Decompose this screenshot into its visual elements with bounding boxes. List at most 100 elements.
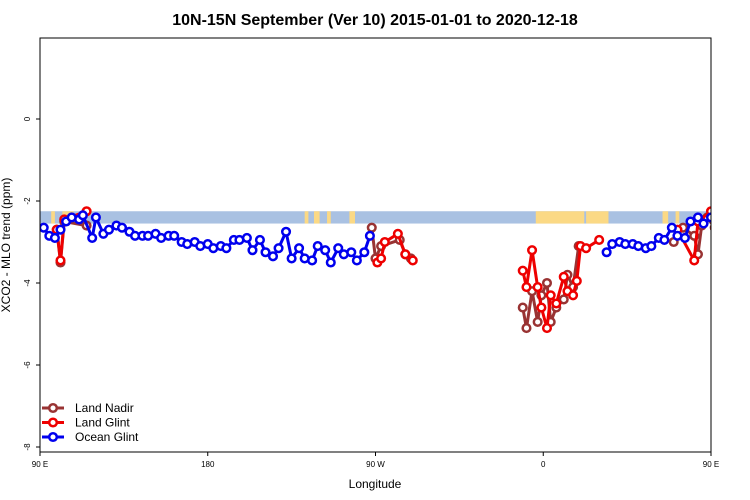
data-point: [581, 243, 592, 254]
data-point: [685, 216, 696, 227]
data-point: [221, 243, 232, 254]
y-tick-label: -2: [23, 197, 32, 205]
land-band-segment: [304, 211, 309, 224]
data-point: [666, 222, 677, 233]
data-point: [379, 236, 390, 248]
land-band-segment: [349, 211, 355, 224]
data-point: [709, 224, 711, 232]
data-point: [267, 251, 279, 262]
data-point: [726, 228, 734, 236]
data-point: [40, 222, 49, 233]
data-point: [351, 255, 362, 266]
data-point: [521, 282, 532, 293]
x-tick-label: 90 E: [703, 460, 719, 469]
data-point: [733, 224, 741, 232]
coverage-band: [40, 211, 738, 224]
data-point: [527, 245, 538, 256]
data-point: [294, 243, 305, 254]
series-line: [676, 210, 711, 262]
data-point: [545, 290, 556, 301]
data-point: [77, 210, 88, 221]
data-point: [571, 275, 582, 287]
land-band-segment: [51, 211, 55, 224]
x-axis: 90 E 180 90 W 0 90 E: [32, 452, 719, 469]
x-axis-label: Longitude: [349, 477, 402, 491]
data-point: [325, 257, 336, 268]
legend-swatch-marker: [47, 431, 59, 443]
data-point: [376, 253, 387, 264]
data-point: [364, 230, 375, 241]
data-point: [521, 323, 532, 334]
legend-swatch-marker: [47, 417, 59, 428]
data-point: [698, 218, 709, 229]
land-band-segment: [586, 211, 609, 224]
data-point: [286, 253, 297, 264]
x-tick-label: 0: [541, 460, 546, 469]
land-band-segment: [675, 211, 680, 224]
data-point: [594, 234, 605, 245]
data-point: [407, 255, 418, 266]
data-point: [558, 271, 569, 282]
data-point: [689, 255, 700, 266]
legend-item: Land Glint: [42, 416, 130, 430]
y-tick-label: 0: [23, 116, 32, 121]
data-point: [320, 245, 331, 256]
data-point: [392, 228, 403, 239]
x-tick-label: 180: [201, 460, 215, 469]
data-point: [400, 249, 411, 260]
x-tick-label: 90 W: [366, 460, 385, 469]
data-point: [169, 230, 180, 241]
legend-label: Land Glint: [75, 416, 130, 430]
data-point: [280, 226, 292, 237]
data-point: [254, 234, 265, 245]
series-layer: [40, 206, 750, 334]
data-point: [87, 232, 98, 243]
data-point: [273, 243, 284, 254]
x-tick-label: 90 E: [32, 460, 48, 469]
y-tick-label: -8: [23, 443, 32, 451]
data-point: [532, 282, 543, 293]
data-point: [312, 241, 323, 252]
land-band-segment: [327, 211, 331, 224]
legend-swatch-marker: [47, 402, 59, 414]
data-point: [541, 323, 553, 334]
ocean-band: [40, 211, 711, 224]
data-point: [49, 232, 60, 243]
y-tick-label: -4: [23, 279, 32, 287]
data-point: [705, 212, 711, 223]
data-point: [359, 247, 370, 258]
data-point: [601, 247, 612, 258]
data-point: [116, 222, 128, 233]
data-point: [532, 316, 543, 328]
land-band-segment: [732, 211, 738, 223]
data-point: [739, 222, 747, 230]
chart-title: 10N-15N September (Ver 10) 2015-01-01 to…: [172, 12, 578, 29]
legend-item: Land Nadir: [42, 401, 134, 415]
data-point: [103, 224, 115, 235]
land-band-segment: [313, 211, 320, 224]
data-point: [536, 302, 547, 313]
y-axis-label: XCO2 - MLO trend (ppm): [0, 178, 13, 313]
data-point: [55, 255, 66, 266]
data-point: [241, 232, 252, 243]
land-band-segment: [662, 211, 669, 224]
land-band-segment: [535, 211, 585, 224]
data-point: [551, 298, 562, 309]
y-tick-label: -6: [23, 361, 32, 369]
data-point: [541, 277, 553, 289]
data-point: [659, 234, 670, 245]
legend-item: Ocean Glint: [42, 430, 139, 444]
data-point: [260, 247, 271, 258]
data-point: [55, 224, 66, 235]
data-point: [692, 212, 704, 223]
legend-label: Ocean Glint: [75, 430, 139, 444]
data-point: [517, 265, 528, 276]
data-point: [746, 224, 750, 232]
y-axis: 0 -2 -4 -6 -8: [23, 116, 40, 451]
data-point: [307, 255, 318, 266]
data-point: [679, 232, 690, 243]
data-point: [90, 212, 101, 223]
data-point: [366, 222, 377, 233]
